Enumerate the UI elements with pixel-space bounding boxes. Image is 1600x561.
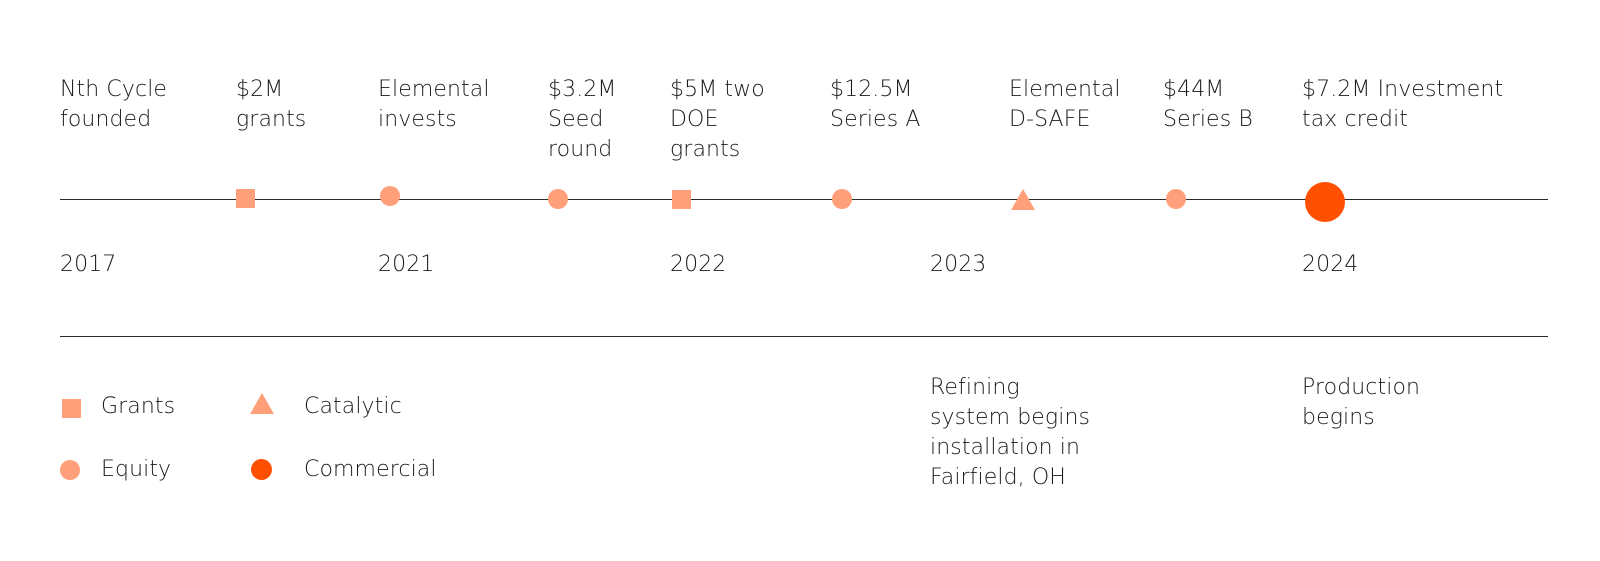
- legend-catalytic-label: Catalytic: [304, 394, 402, 419]
- event-label-tax-credit: $7.2M Investment tax credit: [1302, 77, 1504, 132]
- grants-square-icon: [672, 190, 691, 209]
- event-label-founded: Nth Cycle founded: [60, 77, 168, 132]
- legend-commercial-label: Commercial: [304, 457, 437, 482]
- equity-circle-icon: [1166, 189, 1186, 209]
- catalytic-triangle-icon: [1011, 189, 1035, 210]
- event-label-seed-round: $3.2M Seed round: [548, 77, 617, 162]
- event-label-series-b: $44M Series B: [1163, 77, 1253, 132]
- timeline-axis: [60, 199, 1548, 201]
- note-production-begins: Production begins: [1302, 375, 1421, 430]
- year-2023: 2023: [930, 252, 987, 277]
- event-label-2m-grants: $2M grants: [236, 77, 307, 132]
- equity-circle-icon: [380, 186, 400, 206]
- legend-commercial-circle-icon: [251, 459, 272, 480]
- event-label-elemental-invests: Elemental invests: [378, 77, 490, 132]
- equity-circle-icon: [548, 189, 568, 209]
- note-refining-installation: Refining system begins installation in F…: [930, 375, 1091, 490]
- legend-equity-circle-icon: [60, 460, 80, 480]
- legend-catalytic-triangle-icon: [250, 393, 274, 414]
- year-2021: 2021: [378, 252, 435, 277]
- event-label-series-a: $12.5M Series A: [830, 77, 921, 132]
- year-2017: 2017: [60, 252, 117, 277]
- legend-grants-square-icon: [62, 399, 81, 418]
- section-divider: [60, 336, 1548, 338]
- event-label-d-safe: Elemental D-SAFE: [1009, 77, 1121, 132]
- legend-grants-label: Grants: [101, 394, 176, 419]
- legend-equity-label: Equity: [101, 457, 172, 482]
- year-2024: 2024: [1302, 252, 1359, 277]
- year-2022: 2022: [670, 252, 727, 277]
- event-label-doe-grants: $5M two DOE grants: [670, 77, 765, 162]
- equity-circle-icon: [832, 189, 852, 209]
- commercial-circle-icon: [1305, 182, 1345, 222]
- grants-square-icon: [236, 189, 255, 208]
